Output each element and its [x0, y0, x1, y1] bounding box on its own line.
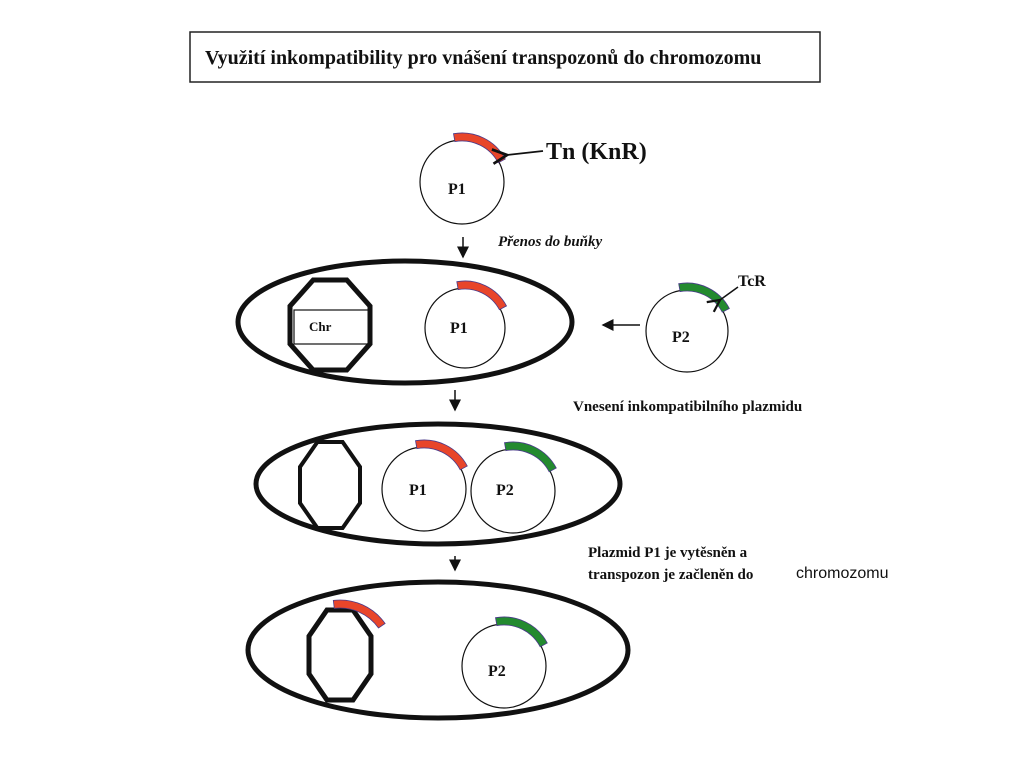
transposon-pointer-arrow	[507, 151, 544, 155]
transposon-segment	[453, 132, 506, 164]
tcr-segment	[678, 282, 730, 313]
tcr-segment	[504, 441, 557, 473]
plasmid-p1-label: P1	[450, 320, 468, 337]
title-box	[189, 31, 821, 83]
transposon-label: Tn (KnR)	[546, 139, 647, 165]
step3-caption-end: chromozomu	[796, 565, 888, 582]
step3-caption-line1: Plazmid P1 je vytěsněn a	[588, 545, 748, 561]
step2-caption: Vnesení inkompatibilního plazmidu	[573, 399, 802, 415]
step3-caption-line2: transpozon je začleněn do	[588, 567, 753, 583]
plasmid-p2-label: P2	[496, 482, 514, 499]
chromosome-octagon	[306, 607, 374, 703]
title: Využití inkompatibility pro vnášení tran…	[205, 47, 761, 69]
chromosome-box	[293, 309, 371, 345]
integrated-transposon-segment	[332, 599, 386, 629]
step1-caption: Přenos do buňky	[498, 234, 603, 250]
chromosome-octagon	[298, 440, 362, 530]
cell-3	[245, 579, 631, 721]
transposon-segment	[456, 280, 508, 311]
plasmid-p2-label: P2	[672, 329, 690, 346]
tcr-label: TcR	[738, 273, 766, 290]
cell-2	[253, 421, 623, 547]
plasmid-p1-label: P1	[448, 181, 466, 198]
chromosome-octagon	[287, 277, 373, 373]
cell-1	[235, 258, 575, 386]
plasmid-p2-label: P2	[488, 663, 506, 680]
tcr-pointer-arrow	[720, 286, 739, 300]
plasmid-p1-label: P1	[409, 482, 427, 499]
chromosome-label: Chr	[309, 319, 332, 334]
tcr-segment	[495, 616, 548, 648]
transposon-segment	[415, 439, 468, 471]
